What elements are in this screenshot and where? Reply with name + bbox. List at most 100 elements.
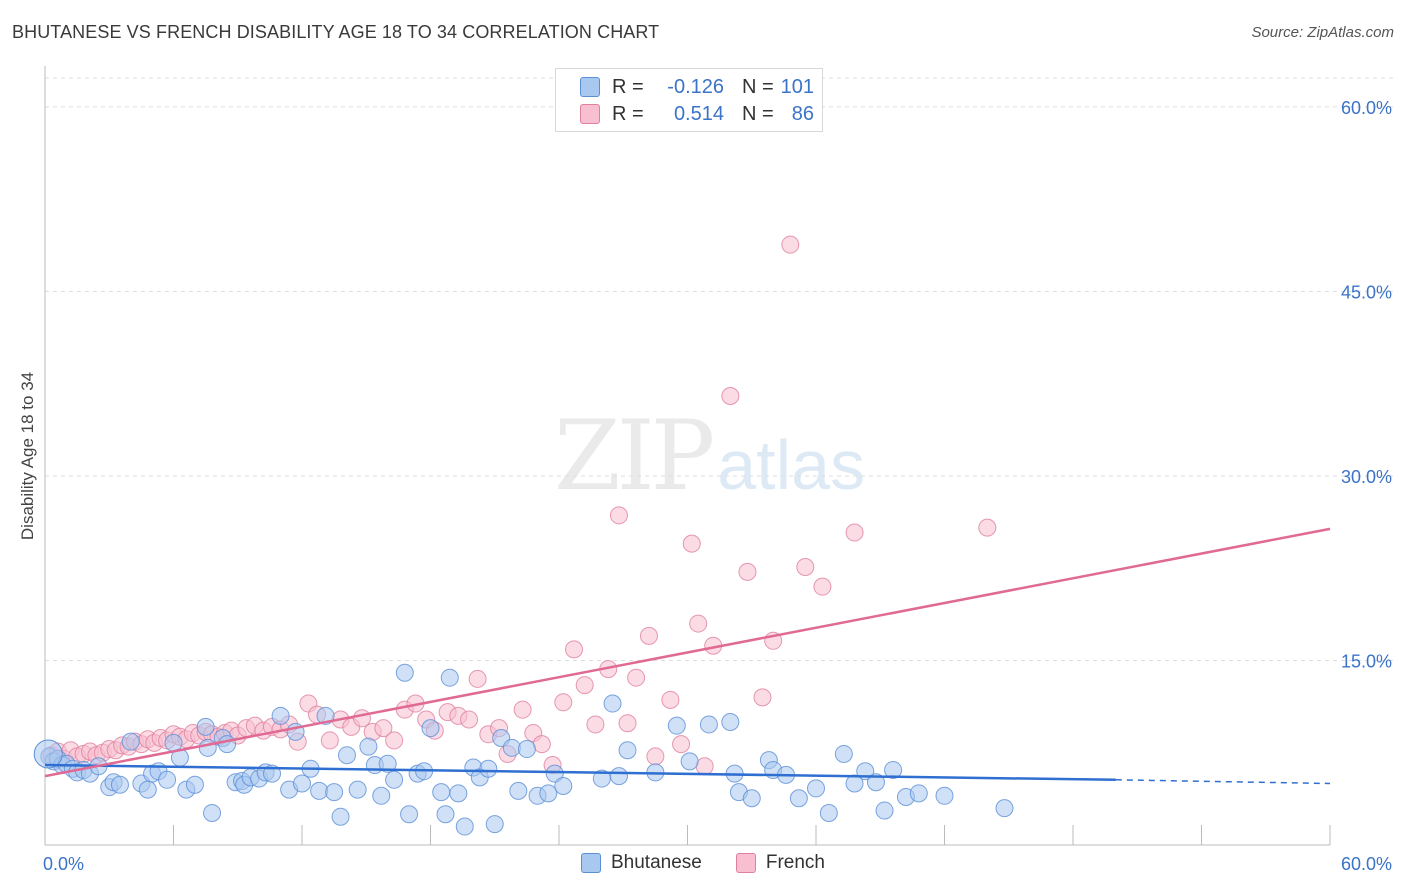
french-point [618,714,637,733]
french-point [738,562,757,581]
french-point [513,700,532,719]
bhutanese-points [33,663,1014,836]
bhutanese-point [449,784,468,803]
bhutanese-point [502,738,521,757]
bhutanese-point [121,732,140,751]
french-point [689,614,708,633]
bhutanese-point [680,752,699,771]
r-label: R = [612,75,644,98]
bhutanese-point [271,706,290,725]
bhutanese-point [293,774,311,793]
french-point [609,506,628,525]
french-point [586,715,605,734]
bhutanese-point [325,783,344,802]
axes [44,66,1331,846]
bhutanese-point [789,789,808,808]
r-label: R = [612,102,644,125]
bhutanese-point [138,780,157,799]
bhutanese-point [455,817,474,836]
correlation-legend: R = -0.126 N = 101 R = 0.514 N = 86 [555,68,823,132]
french-point [753,688,772,707]
french-point [813,577,832,596]
bhutanese-point [909,784,928,803]
tick-labels: 15.0% 30.0% 45.0% 60.0% 0.0% 60.0% [43,98,1392,874]
bhutanese-point [385,770,404,789]
french-points [42,235,997,776]
bhutanese-point [807,779,825,798]
bhutanese-point [875,801,894,820]
chart-source: Source: ZipAtlas.com [1251,24,1394,41]
bhutanese-point [517,740,536,759]
french-trend-line [44,527,1331,778]
french-point [721,386,740,405]
bhutanese-point [436,805,455,824]
bhutanese-point [378,754,397,773]
french-swatch [580,104,600,124]
x-tick-label: 60.0% [1341,854,1392,874]
bhutanese-point-cluster [33,739,63,769]
bhutanese-point [218,735,237,754]
bhutanese-point [485,815,504,834]
bhutanese-point [203,804,222,823]
y-tick-label: 45.0% [1341,282,1392,302]
french-point [796,557,815,576]
bhutanese-point [539,784,558,803]
bhutanese-point [479,759,498,778]
french-point [554,693,573,712]
bhutanese-point [372,786,391,805]
y-tick-label: 30.0% [1341,467,1392,487]
bhutanese-point [618,741,637,760]
french-point [695,757,714,776]
french-point [564,640,583,659]
n-value: 86 [791,102,814,125]
bhutanese-point [603,694,622,713]
french-point [845,523,864,542]
bhutanese-point [440,668,459,687]
french-point [978,518,997,537]
french-point [627,668,646,687]
y-tick-label: 15.0% [1341,651,1392,671]
bhutanese-point [935,786,954,805]
bhutanese-point [110,775,129,794]
legend-item-bhutanese[interactable]: Bhutanese [581,852,702,874]
x-tick-label: 0.0% [43,854,84,874]
bhutanese-point [834,744,853,763]
watermark: ZIPatlas [554,400,865,512]
r-value: 0.514 [673,102,724,125]
n-label: N = [742,102,774,125]
french-point [639,626,658,645]
bhutanese-point [609,767,628,786]
french-point [682,534,701,553]
bhutanese-point [196,717,215,736]
n-value: 101 [780,75,814,98]
chart-title: BHUTANESE VS FRENCH DISABILITY AGE 18 TO… [12,22,660,42]
trend-lines [44,527,1331,785]
bhutanese-point [699,715,718,734]
watermark-atlas: atlas [717,426,866,504]
bhutanese-point [742,789,761,808]
bhutanese-point [421,719,440,738]
legend-item-french[interactable]: French [735,852,825,874]
series-legend: Bhutanese French [0,852,1406,874]
bhutanese-point [185,775,204,794]
bhutanese-point [359,737,378,756]
bhutanese-point [667,716,686,735]
bhutanese-point [509,781,528,800]
n-label: N = [742,75,774,98]
french-point [468,669,487,688]
y-tick-label: 60.0% [1341,98,1392,118]
bhutanese-point [158,770,177,789]
bhutanese-point [545,764,564,783]
french-point [781,235,800,254]
french-point [532,735,551,754]
french-point [646,747,665,766]
bhutanese-point [198,738,217,757]
bhutanese-point [432,783,451,802]
bhutanese-point [395,663,414,682]
bhutanese-point [884,760,903,779]
bhutanese-point [310,781,329,800]
french-point [374,719,393,738]
bhutanese-point [721,712,740,731]
bhutanese-point [400,805,419,824]
